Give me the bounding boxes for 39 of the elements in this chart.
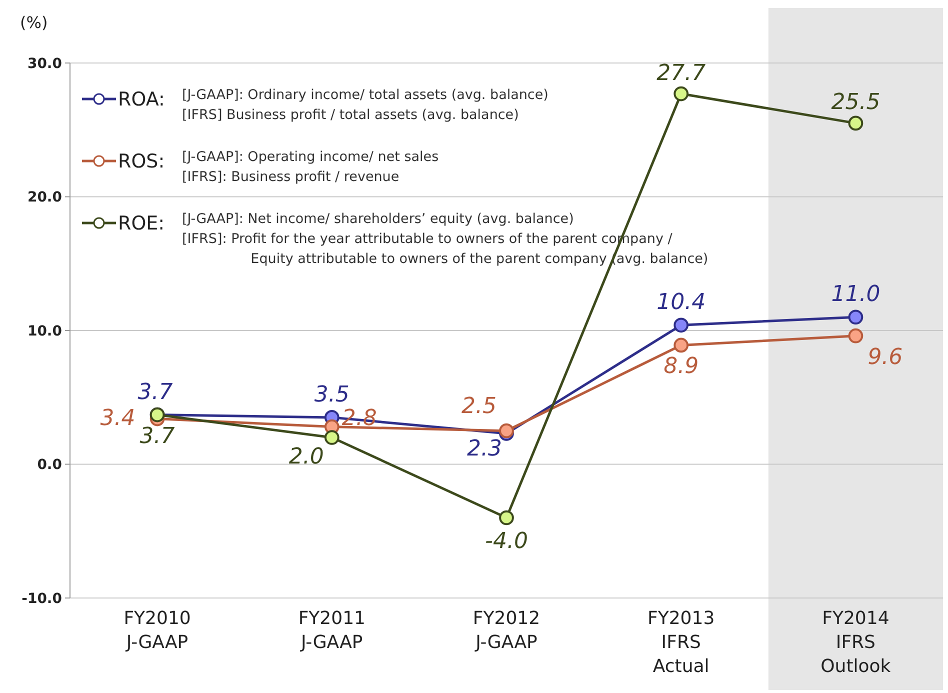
x-tick-label: FY2014 IFRS Outlook (820, 608, 892, 677)
data-label: -4.0 (485, 528, 528, 554)
legend-label: ROA: (118, 88, 165, 111)
point (848, 310, 864, 325)
point (674, 338, 689, 353)
annotation: [J-GAAP]: Operating income/ net sales [IFRS]: Business profit / revenue (182, 149, 439, 185)
point (499, 510, 514, 526)
x-tick-label: FY2013 IFRS Actual (648, 608, 715, 677)
legend-label: ROE: (118, 212, 165, 235)
data-label: 2.3 (467, 436, 502, 462)
x-tick-label: FY2012 J-GAAP (472, 608, 540, 653)
data-label: 3.4 (100, 406, 136, 431)
legend-label: ROS: (118, 150, 165, 173)
point (848, 328, 864, 344)
y-axis-title: (%) (20, 13, 48, 32)
x-tick-label: FY2011 J-GAAP (298, 608, 366, 653)
point (848, 116, 864, 131)
point (674, 86, 689, 102)
point (324, 430, 340, 445)
data-label: 11.0 (831, 282, 880, 308)
data-label: 25.5 (831, 90, 880, 116)
y-tick-label: -10.0 (22, 590, 62, 607)
y-tick-label: 10.0 (27, 323, 62, 340)
point (674, 318, 689, 333)
data-label: 10.4 (656, 290, 706, 316)
data-label: 8.9 (664, 354, 699, 380)
annotation: [J-GAAP]: Ordinary income/ total assets (avg. balance) [IFRS] Business profit / total assets (avg. balance) (182, 87, 548, 123)
data-label: 27.7 (656, 60, 706, 86)
data-label: 3.7 (138, 380, 173, 405)
y-tick-label: 30.0 (27, 56, 62, 72)
data-label: 3.7 (140, 424, 175, 449)
data-label: 9.6 (868, 344, 903, 370)
data-label: 2.5 (462, 394, 496, 419)
y-tick-label: 0.0 (37, 457, 62, 474)
point (499, 423, 514, 438)
data-label: 3.5 (314, 382, 350, 408)
x-tick-label: FY2010 J-GAAP (124, 608, 191, 653)
data-label: 2.0 (288, 444, 324, 470)
y-tick-label: 20.0 (27, 190, 62, 206)
